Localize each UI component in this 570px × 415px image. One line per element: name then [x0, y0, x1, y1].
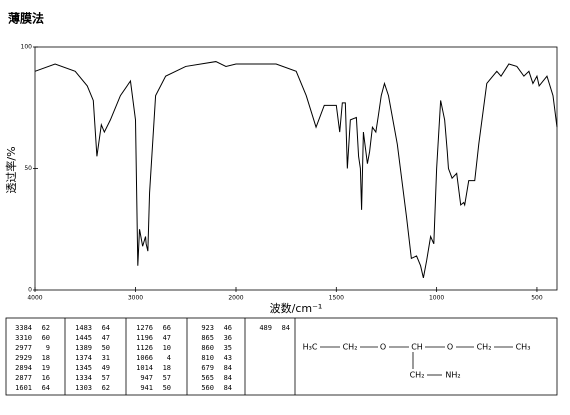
peak-wavenumber: 1303 [75, 384, 92, 392]
atom: O [447, 343, 453, 352]
y-axis-label: 透过率/% [4, 146, 18, 193]
peak-transmittance: 84 [224, 364, 232, 372]
peak-wavenumber: 560 [201, 384, 214, 392]
peak-wavenumber: 865 [201, 334, 214, 342]
peak-wavenumber: 1374 [75, 354, 92, 362]
peak-transmittance: 36 [224, 334, 232, 342]
peak-wavenumber: 679 [201, 364, 214, 372]
peak-transmittance: 10 [163, 344, 171, 352]
peak-wavenumber: 1601 [15, 384, 32, 392]
peak-transmittance: 49 [102, 364, 110, 372]
peak-transmittance: 50 [102, 344, 110, 352]
peak-transmittance: 47 [163, 334, 171, 342]
peak-transmittance: 43 [224, 354, 232, 362]
peak-wavenumber: 810 [201, 354, 214, 362]
spectrum-line [34, 61, 558, 278]
peak-transmittance: 50 [163, 384, 171, 392]
atom: O [380, 343, 386, 352]
x-tick-label: 1500 [329, 295, 344, 302]
peak-transmittance: 46 [224, 324, 232, 332]
peak-transmittance: 64 [102, 324, 110, 332]
x-tick-label: 3000 [128, 295, 143, 302]
peak-wavenumber: 2877 [15, 374, 32, 382]
peak-wavenumber: 2977 [15, 344, 32, 352]
peak-transmittance: 16 [42, 374, 50, 382]
peak-wavenumber: 2894 [15, 364, 32, 372]
atom: CH₂ [477, 343, 492, 352]
peak-transmittance: 18 [163, 364, 171, 372]
peak-transmittance: 47 [102, 334, 110, 342]
peak-transmittance: 62 [42, 324, 50, 332]
peak-wavenumber: 1014 [136, 364, 153, 372]
atom: H₃C [303, 343, 318, 352]
peak-wavenumber: 1196 [136, 334, 153, 342]
peak-wavenumber: 489 [259, 324, 272, 332]
peak-transmittance: 31 [102, 354, 110, 362]
peak-transmittance: 9 [46, 344, 50, 352]
atom: CH₂ [410, 371, 425, 380]
peak-transmittance: 66 [163, 324, 171, 332]
peak-wavenumber: 1126 [136, 344, 153, 352]
peak-wavenumber: 2929 [15, 354, 32, 362]
atom: NH₂ [445, 371, 460, 380]
peak-wavenumber: 1483 [75, 324, 92, 332]
peak-wavenumber: 941 [140, 384, 153, 392]
peak-transmittance: 4 [167, 354, 171, 362]
y-tick-label: 100 [21, 44, 33, 51]
y-tick-label: 50 [24, 165, 32, 172]
x-tick-label: 2000 [228, 295, 243, 302]
peak-transmittance: 35 [224, 344, 232, 352]
x-axis-label: 波数/cm⁻¹ [270, 302, 323, 315]
peak-transmittance: 62 [102, 384, 110, 392]
peak-wavenumber: 1345 [75, 364, 92, 372]
atom: CH₂ [343, 343, 358, 352]
peak-wavenumber: 1389 [75, 344, 92, 352]
peak-wavenumber: 860 [201, 344, 214, 352]
peak-transmittance: 57 [102, 374, 110, 382]
peak-wavenumber: 923 [201, 324, 214, 332]
atom: CH₃ [516, 343, 531, 352]
peak-transmittance: 84 [282, 324, 290, 332]
peak-transmittance: 57 [163, 374, 171, 382]
peak-wavenumber: 1276 [136, 324, 153, 332]
peak-transmittance: 60 [42, 334, 50, 342]
peak-table-frame [5, 317, 558, 396]
structure: H₃C CH₂ O CH O CH₂ CH₃ CH₂ NH₂ [303, 343, 531, 380]
peak-transmittance: 84 [224, 384, 232, 392]
peak-wavenumber: 565 [201, 374, 214, 382]
peak-transmittance: 84 [224, 374, 232, 382]
chart-title: 薄膜法 [8, 11, 44, 26]
y-tick-label: 0 [28, 287, 32, 294]
peak-transmittance: 64 [42, 384, 50, 392]
plot-frame [34, 46, 558, 291]
peak-wavenumber: 3384 [15, 324, 32, 332]
x-tick-label: 4000 [27, 295, 42, 302]
peak-transmittance: 19 [42, 364, 50, 372]
atom: CH [411, 343, 423, 352]
x-tick-label: 500 [531, 295, 543, 302]
peak-wavenumber: 1445 [75, 334, 92, 342]
x-tick-label: 1000 [429, 295, 444, 302]
peak-transmittance: 18 [42, 354, 50, 362]
peak-wavenumber: 3310 [15, 334, 32, 342]
peak-wavenumber: 947 [140, 374, 153, 382]
peak-wavenumber: 1334 [75, 374, 92, 382]
peak-wavenumber: 1066 [136, 354, 153, 362]
